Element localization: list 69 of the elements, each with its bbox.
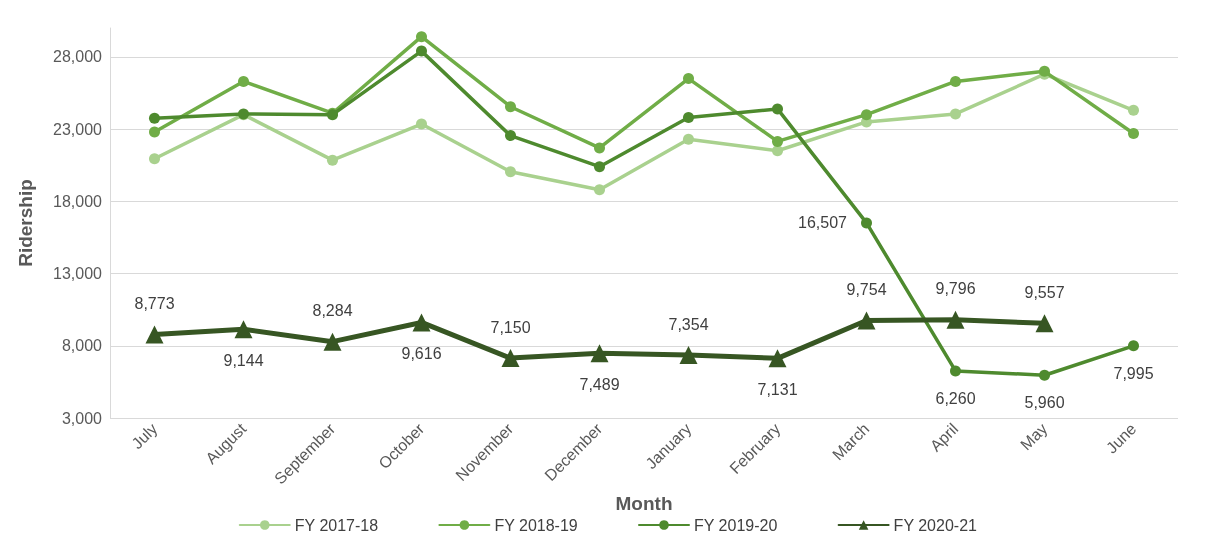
point <box>416 118 427 130</box>
point <box>683 133 694 145</box>
x-tick-label: May <box>1017 419 1051 454</box>
x-axis-title: Month <box>615 493 673 515</box>
point <box>149 112 160 124</box>
point <box>145 325 164 344</box>
data-label: 5,960 <box>1024 394 1065 412</box>
point <box>857 311 876 330</box>
y-tick-label: 13,000 <box>53 265 103 283</box>
point <box>950 75 961 87</box>
point <box>149 153 160 165</box>
point <box>149 126 160 138</box>
data-label: 9,144 <box>223 351 264 369</box>
data-label: 9,754 <box>846 280 887 298</box>
point <box>238 75 249 87</box>
point <box>501 349 520 368</box>
point <box>594 142 605 154</box>
point <box>861 109 872 121</box>
point <box>772 145 783 157</box>
point <box>594 184 605 196</box>
y-tick-label: 23,000 <box>53 120 103 138</box>
point <box>416 45 427 57</box>
y-tick-label: 28,000 <box>53 48 103 66</box>
point <box>327 154 338 166</box>
point <box>946 310 965 329</box>
data-label: 9,557 <box>1024 283 1065 301</box>
point <box>505 130 516 142</box>
point <box>950 108 961 120</box>
point <box>772 103 783 115</box>
point <box>412 313 431 332</box>
point <box>772 135 783 147</box>
data-label: 9,616 <box>401 344 442 362</box>
data-label: 7,489 <box>579 375 620 393</box>
point <box>505 101 516 113</box>
legend-label: FY 2018-19 <box>494 516 578 534</box>
legend-label: FY 2019-20 <box>694 516 778 534</box>
data-label: 8,284 <box>312 302 353 320</box>
point <box>683 73 694 85</box>
y-tick-label: 3,000 <box>61 409 103 427</box>
point <box>234 320 253 339</box>
data-label: 16,507 <box>798 214 848 232</box>
data-label: 7,150 <box>490 318 531 336</box>
x-tick-label: July <box>128 419 161 453</box>
point <box>950 365 961 377</box>
data-label: 6,260 <box>935 389 976 407</box>
data-label: 7,354 <box>668 315 709 333</box>
point <box>594 161 605 173</box>
point <box>679 346 698 365</box>
y-tick-label: 18,000 <box>53 192 103 210</box>
point <box>416 31 427 43</box>
point <box>768 349 787 368</box>
point <box>1128 340 1139 352</box>
point <box>861 217 872 229</box>
point <box>1128 104 1139 116</box>
legend-label: FY 2017-18 <box>294 516 379 534</box>
data-label: 7,131 <box>757 380 798 398</box>
point <box>323 332 342 351</box>
point <box>1039 369 1050 381</box>
point <box>505 166 516 178</box>
point <box>1128 127 1139 139</box>
y-tick-label: 8,000 <box>61 337 103 355</box>
point <box>683 112 694 124</box>
data-label: 7,995 <box>1113 364 1154 382</box>
y-axis-title: Ridership <box>15 179 36 267</box>
data-label: 8,773 <box>134 295 175 313</box>
legend-label: FY 2020-21 <box>893 516 978 534</box>
point <box>1035 314 1054 333</box>
point <box>590 344 609 363</box>
data-label: 9,796 <box>935 280 976 298</box>
